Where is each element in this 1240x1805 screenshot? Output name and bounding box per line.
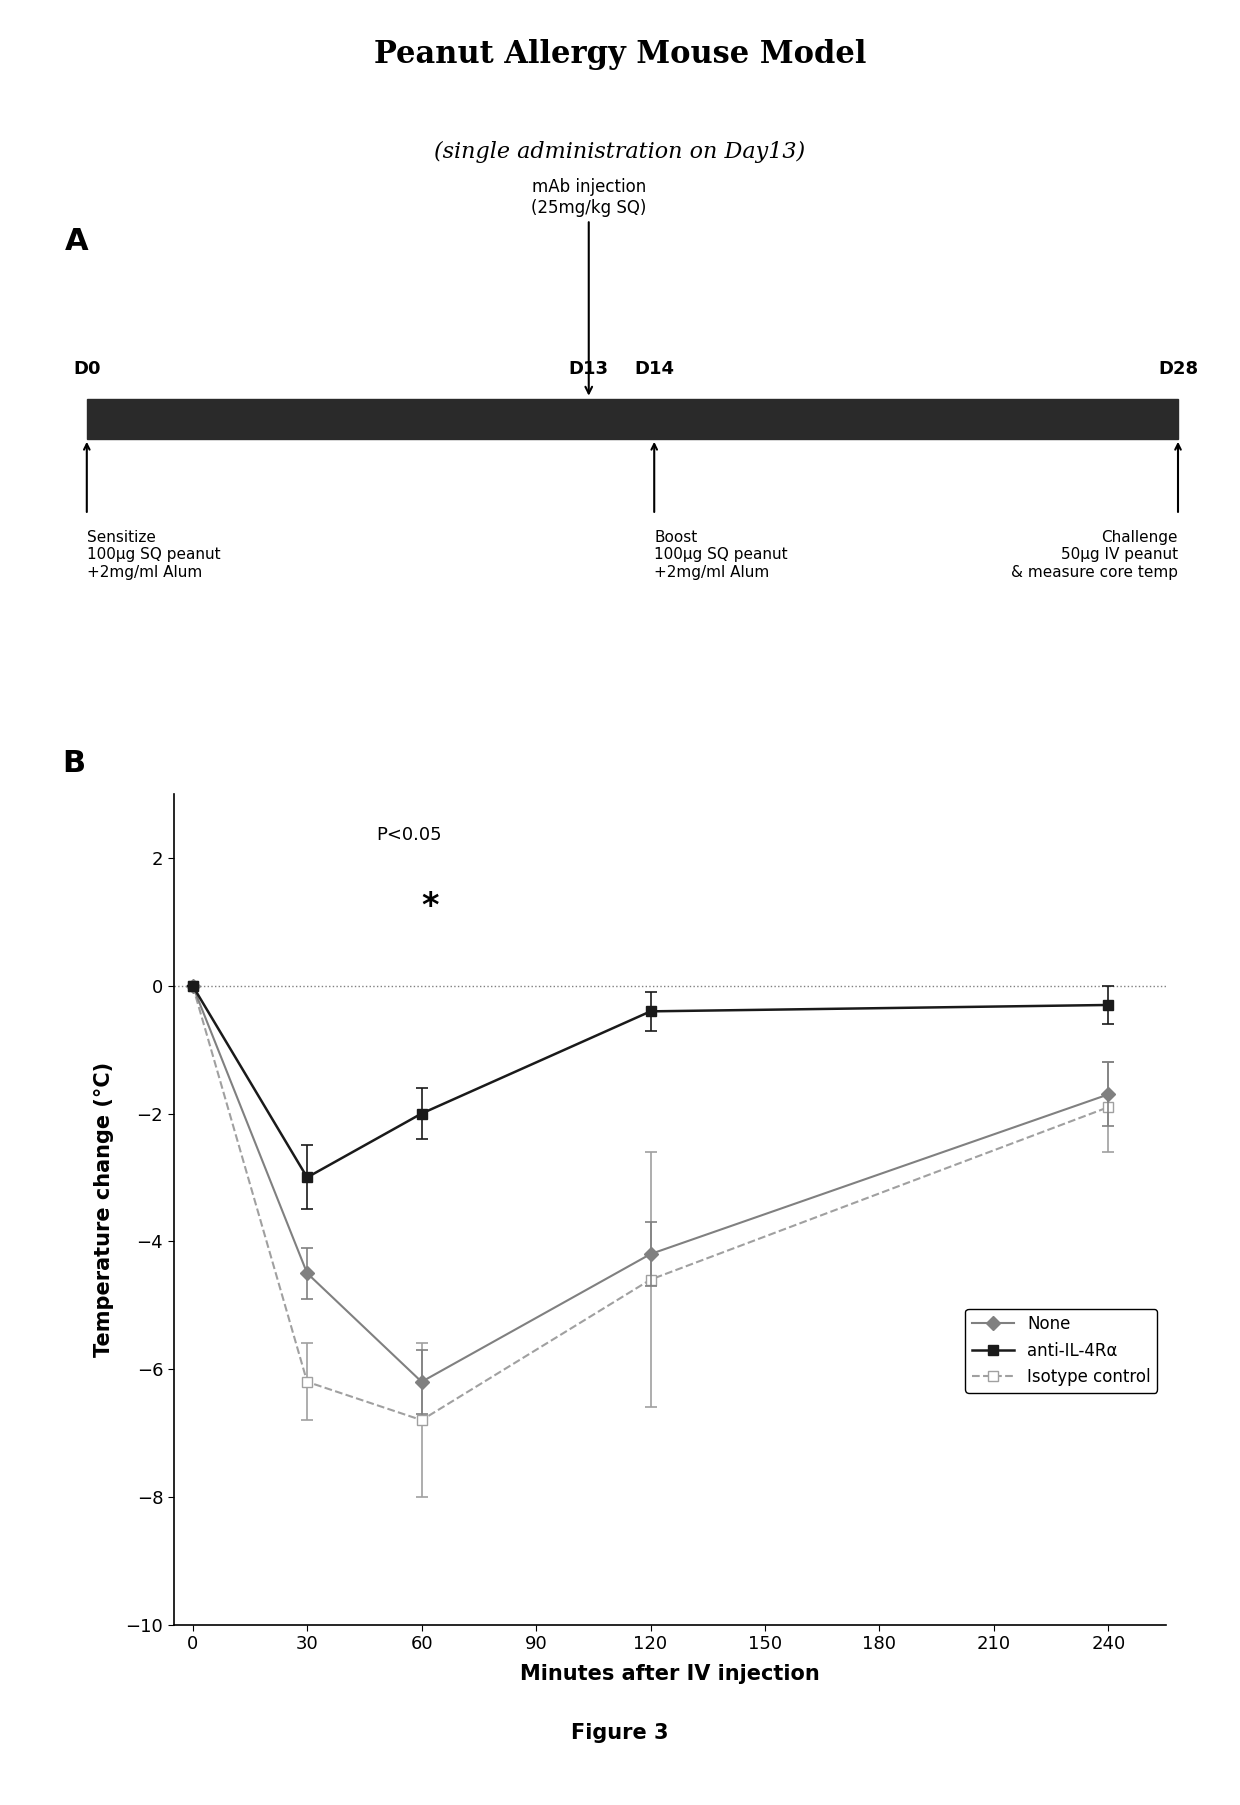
Legend: None, anti-IL-4Rα, Isotype control: None, anti-IL-4Rα, Isotype control (965, 1309, 1157, 1392)
Text: Figure 3: Figure 3 (572, 1722, 668, 1744)
Text: Sensitize
100μg SQ peanut
+2mg/ml Alum: Sensitize 100μg SQ peanut +2mg/ml Alum (87, 531, 221, 579)
Y-axis label: Temperature change (°C): Temperature change (°C) (94, 1061, 114, 1357)
Text: mAb injection
(25mg/kg SQ): mAb injection (25mg/kg SQ) (531, 179, 646, 393)
Text: Peanut Allergy Mouse Model: Peanut Allergy Mouse Model (373, 38, 867, 70)
Text: Boost
100μg SQ peanut
+2mg/ml Alum: Boost 100μg SQ peanut +2mg/ml Alum (655, 531, 787, 579)
Text: P<0.05: P<0.05 (376, 827, 441, 845)
Text: D0: D0 (73, 361, 100, 379)
Bar (87, 399, 1178, 439)
Text: *: * (422, 890, 439, 922)
Text: D13: D13 (569, 361, 609, 379)
Text: D28: D28 (1158, 361, 1198, 379)
Text: B: B (62, 749, 86, 778)
Text: (single administration on Day13): (single administration on Day13) (434, 141, 806, 162)
Text: D14: D14 (634, 361, 675, 379)
Text: A: A (64, 227, 88, 256)
X-axis label: Minutes after IV injection: Minutes after IV injection (520, 1664, 820, 1684)
Text: Challenge
50μg IV peanut
& measure core temp: Challenge 50μg IV peanut & measure core … (1011, 531, 1178, 579)
